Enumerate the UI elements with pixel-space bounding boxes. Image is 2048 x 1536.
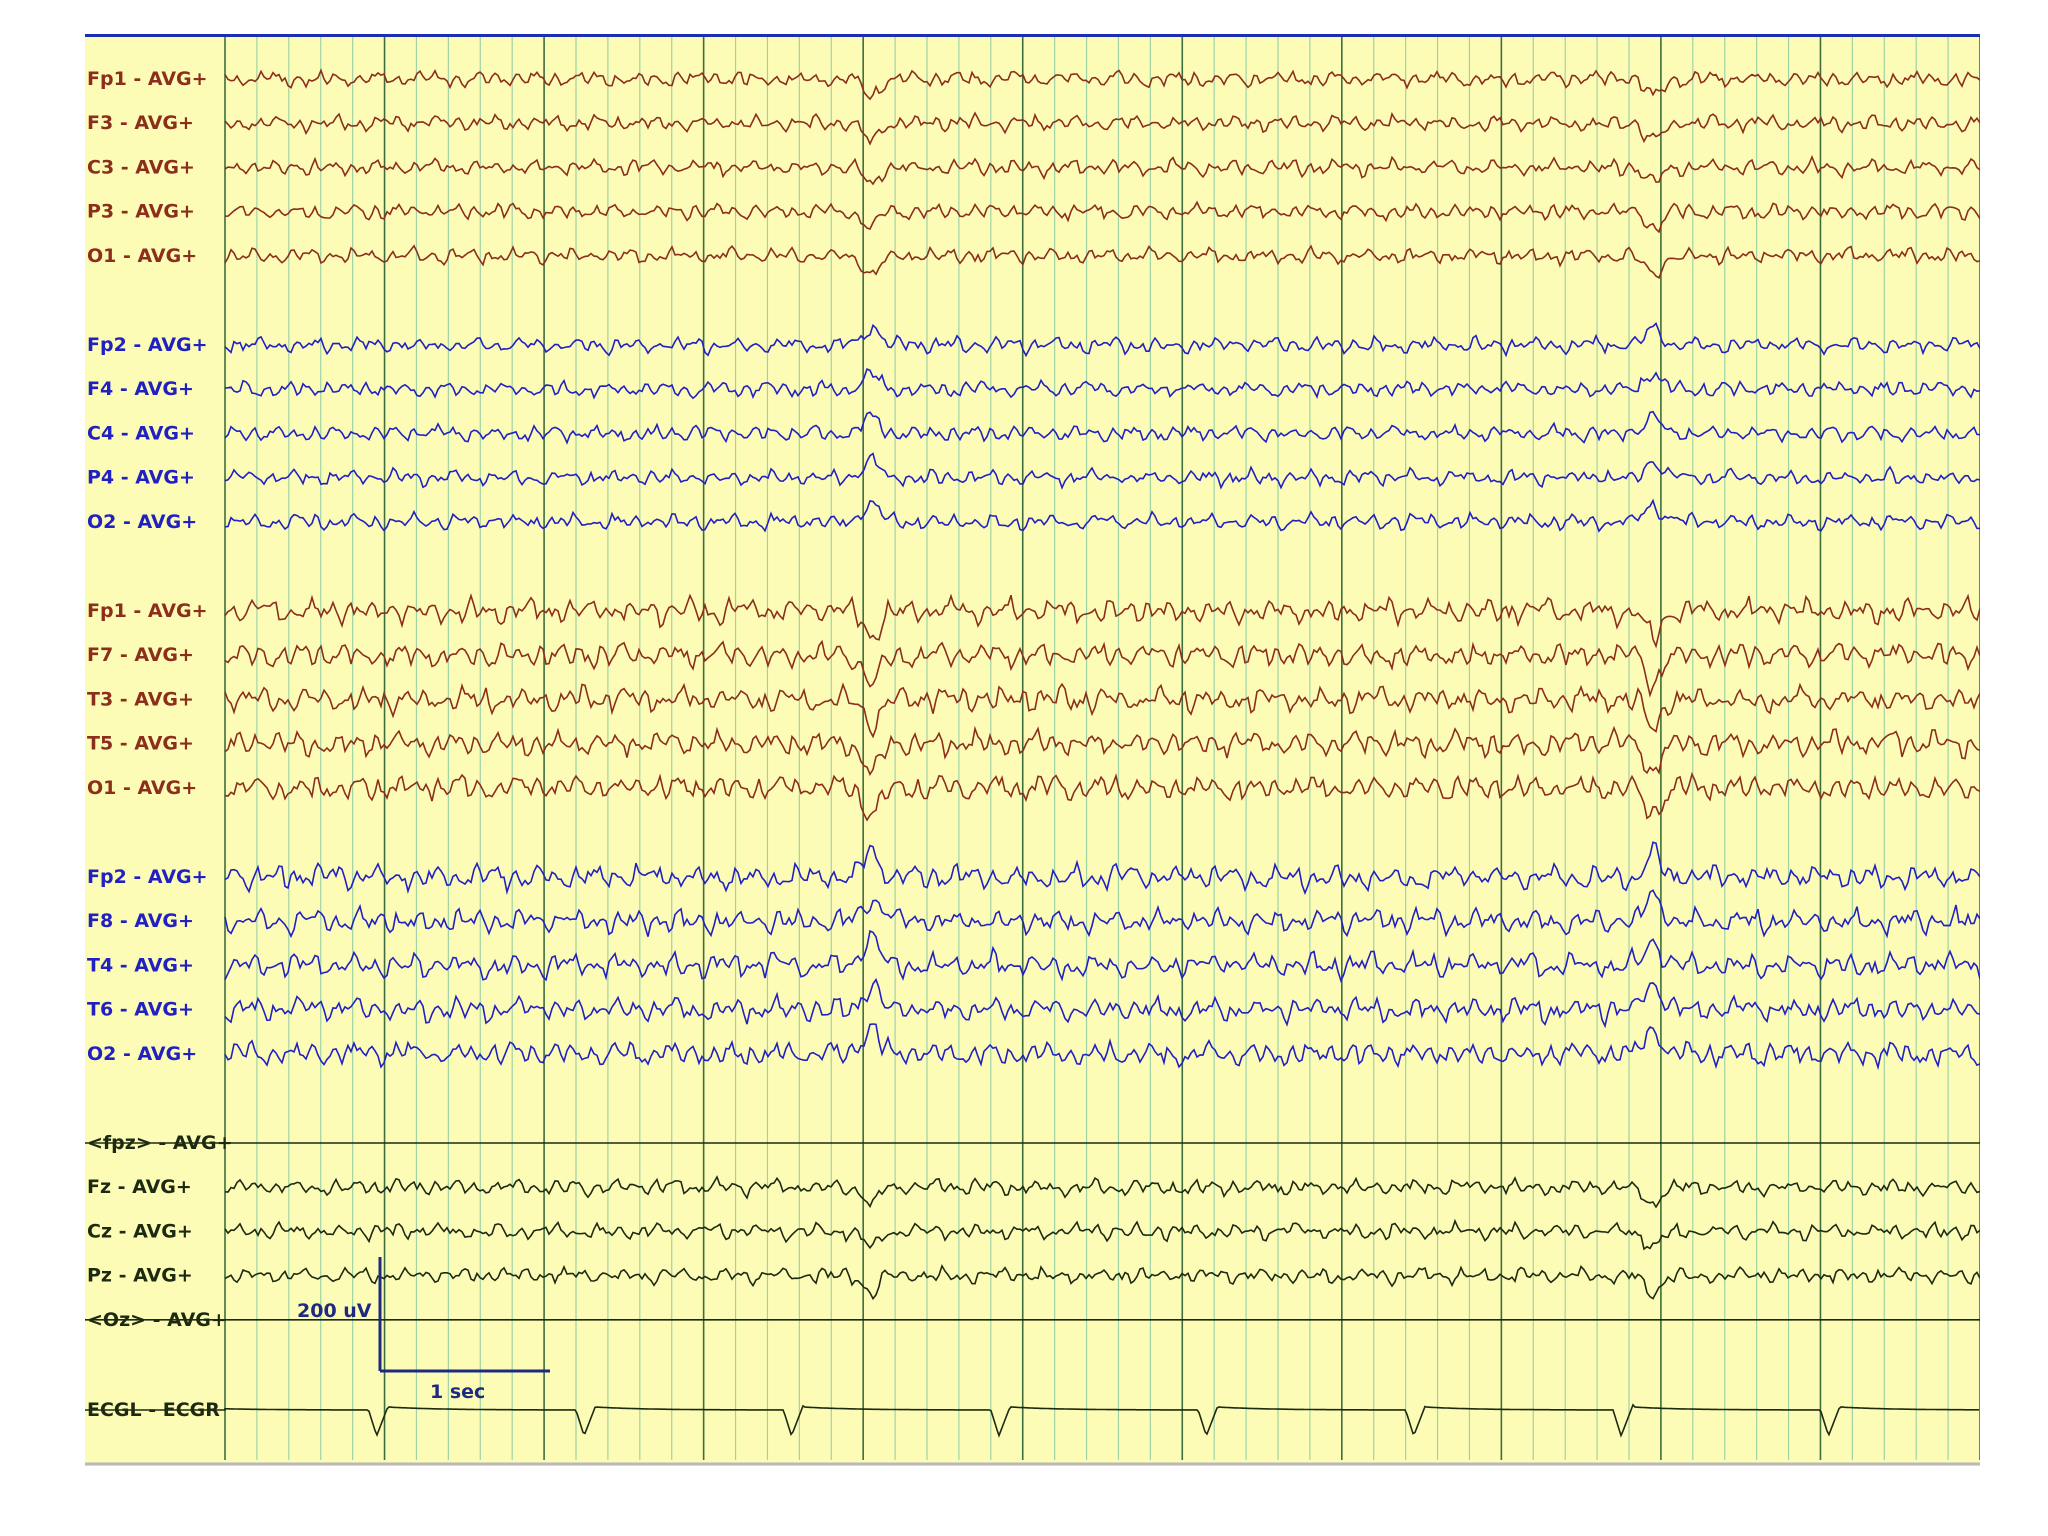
trace-channel-6	[224, 321, 1980, 358]
trace-channel-12	[224, 639, 1980, 698]
channel-label-9[interactable]: P4 - AVG+	[87, 467, 195, 489]
trace-channel-26	[85, 1403, 1979, 1438]
trace-channel-24	[224, 1263, 1980, 1301]
trace-channel-10	[224, 498, 1980, 533]
channel-label-6[interactable]: Fp2 - AVG+	[87, 334, 208, 356]
channel-label-7[interactable]: F4 - AVG+	[87, 378, 194, 400]
channel-labels: Fp1 - AVG+ F3 - AVG+ C3 - AVG+ P3 - AVG+ O1 …	[87, 68, 233, 1421]
channel-label-5[interactable]: O1 - AVG+	[87, 245, 197, 267]
channel-label-16[interactable]: Fp2 - AVG+	[87, 866, 208, 888]
channel-label-20[interactable]: O2 - AVG+	[87, 1043, 197, 1065]
trace-channel-7	[224, 368, 1980, 400]
channel-label-8[interactable]: C4 - AVG+	[87, 422, 195, 444]
trace-channel-4	[224, 200, 1980, 234]
channel-label-3[interactable]: C3 - AVG+	[87, 156, 195, 178]
trace-channel-3	[224, 154, 1980, 186]
trace-channel-11	[224, 593, 1980, 649]
trace-channel-9	[224, 452, 1980, 490]
trace-channel-1	[224, 68, 1980, 101]
channel-label-26[interactable]: ECGL - ECGR	[87, 1399, 220, 1421]
trace-channel-5	[224, 244, 1980, 279]
trace-channel-13	[224, 682, 1980, 739]
trace-channel-19	[224, 977, 1980, 1029]
channel-label-14[interactable]: T5 - AVG+	[87, 733, 194, 755]
channel-label-10[interactable]: O2 - AVG+	[87, 511, 197, 533]
trace-channel-14	[224, 725, 1980, 777]
scale-amplitude-label: 200 uV	[297, 1300, 372, 1322]
channel-label-21[interactable]: <fpz> - AVG+	[87, 1132, 233, 1154]
channel-label-22[interactable]: Fz - AVG+	[87, 1176, 192, 1198]
channel-label-11[interactable]: Fp1 - AVG+	[87, 600, 208, 622]
trace-channel-18	[224, 929, 1980, 984]
trace-channel-8	[224, 410, 1980, 445]
trace-channel-22	[224, 1175, 1980, 1209]
channel-label-17[interactable]: F8 - AVG+	[87, 910, 194, 932]
channel-label-19[interactable]: T6 - AVG+	[87, 999, 194, 1021]
eeg-viewer[interactable]: Fp1 - AVG+ F3 - AVG+ C3 - AVG+ P3 - AVG+ O1 …	[85, 34, 1980, 1466]
calibration-scale-bar: 200 uV 1 sec	[297, 1257, 550, 1403]
channel-label-1[interactable]: Fp1 - AVG+	[87, 68, 208, 90]
channel-label-4[interactable]: P3 - AVG+	[87, 201, 195, 223]
eeg-background	[85, 34, 1980, 1466]
channel-traces	[85, 68, 1980, 1438]
trace-channel-23	[224, 1218, 1980, 1251]
channel-label-25[interactable]: <Oz> - AVG+	[87, 1309, 227, 1331]
channel-label-24[interactable]: Pz - AVG+	[87, 1265, 193, 1287]
trace-channel-17	[224, 889, 1980, 939]
eeg-trace-canvas[interactable]: Fp1 - AVG+ F3 - AVG+ C3 - AVG+ P3 - AVG+ O1 …	[85, 34, 1980, 1466]
trace-channel-16	[224, 841, 1980, 896]
trace-channel-20	[224, 1023, 1980, 1071]
channel-label-15[interactable]: O1 - AVG+	[87, 777, 197, 799]
channel-label-13[interactable]: T3 - AVG+	[87, 688, 194, 710]
channel-label-12[interactable]: F7 - AVG+	[87, 644, 194, 666]
channel-label-18[interactable]: T4 - AVG+	[87, 954, 194, 976]
trace-channel-15	[224, 771, 1980, 822]
scale-time-label: 1 sec	[430, 1381, 485, 1403]
trace-channel-2	[224, 111, 1980, 146]
channel-label-23[interactable]: Cz - AVG+	[87, 1220, 193, 1242]
channel-label-2[interactable]: F3 - AVG+	[87, 112, 194, 134]
